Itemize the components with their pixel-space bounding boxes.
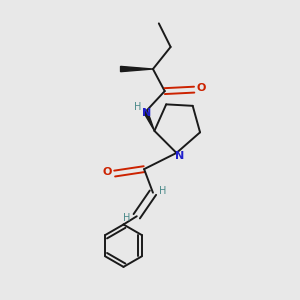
- Text: H: H: [159, 186, 167, 196]
- Text: H: H: [123, 213, 130, 223]
- Text: H: H: [134, 102, 141, 112]
- Text: O: O: [196, 83, 206, 93]
- Text: N: N: [175, 152, 184, 161]
- Text: N: N: [142, 108, 152, 118]
- Polygon shape: [121, 66, 153, 72]
- Polygon shape: [144, 111, 154, 131]
- Text: O: O: [102, 167, 112, 177]
